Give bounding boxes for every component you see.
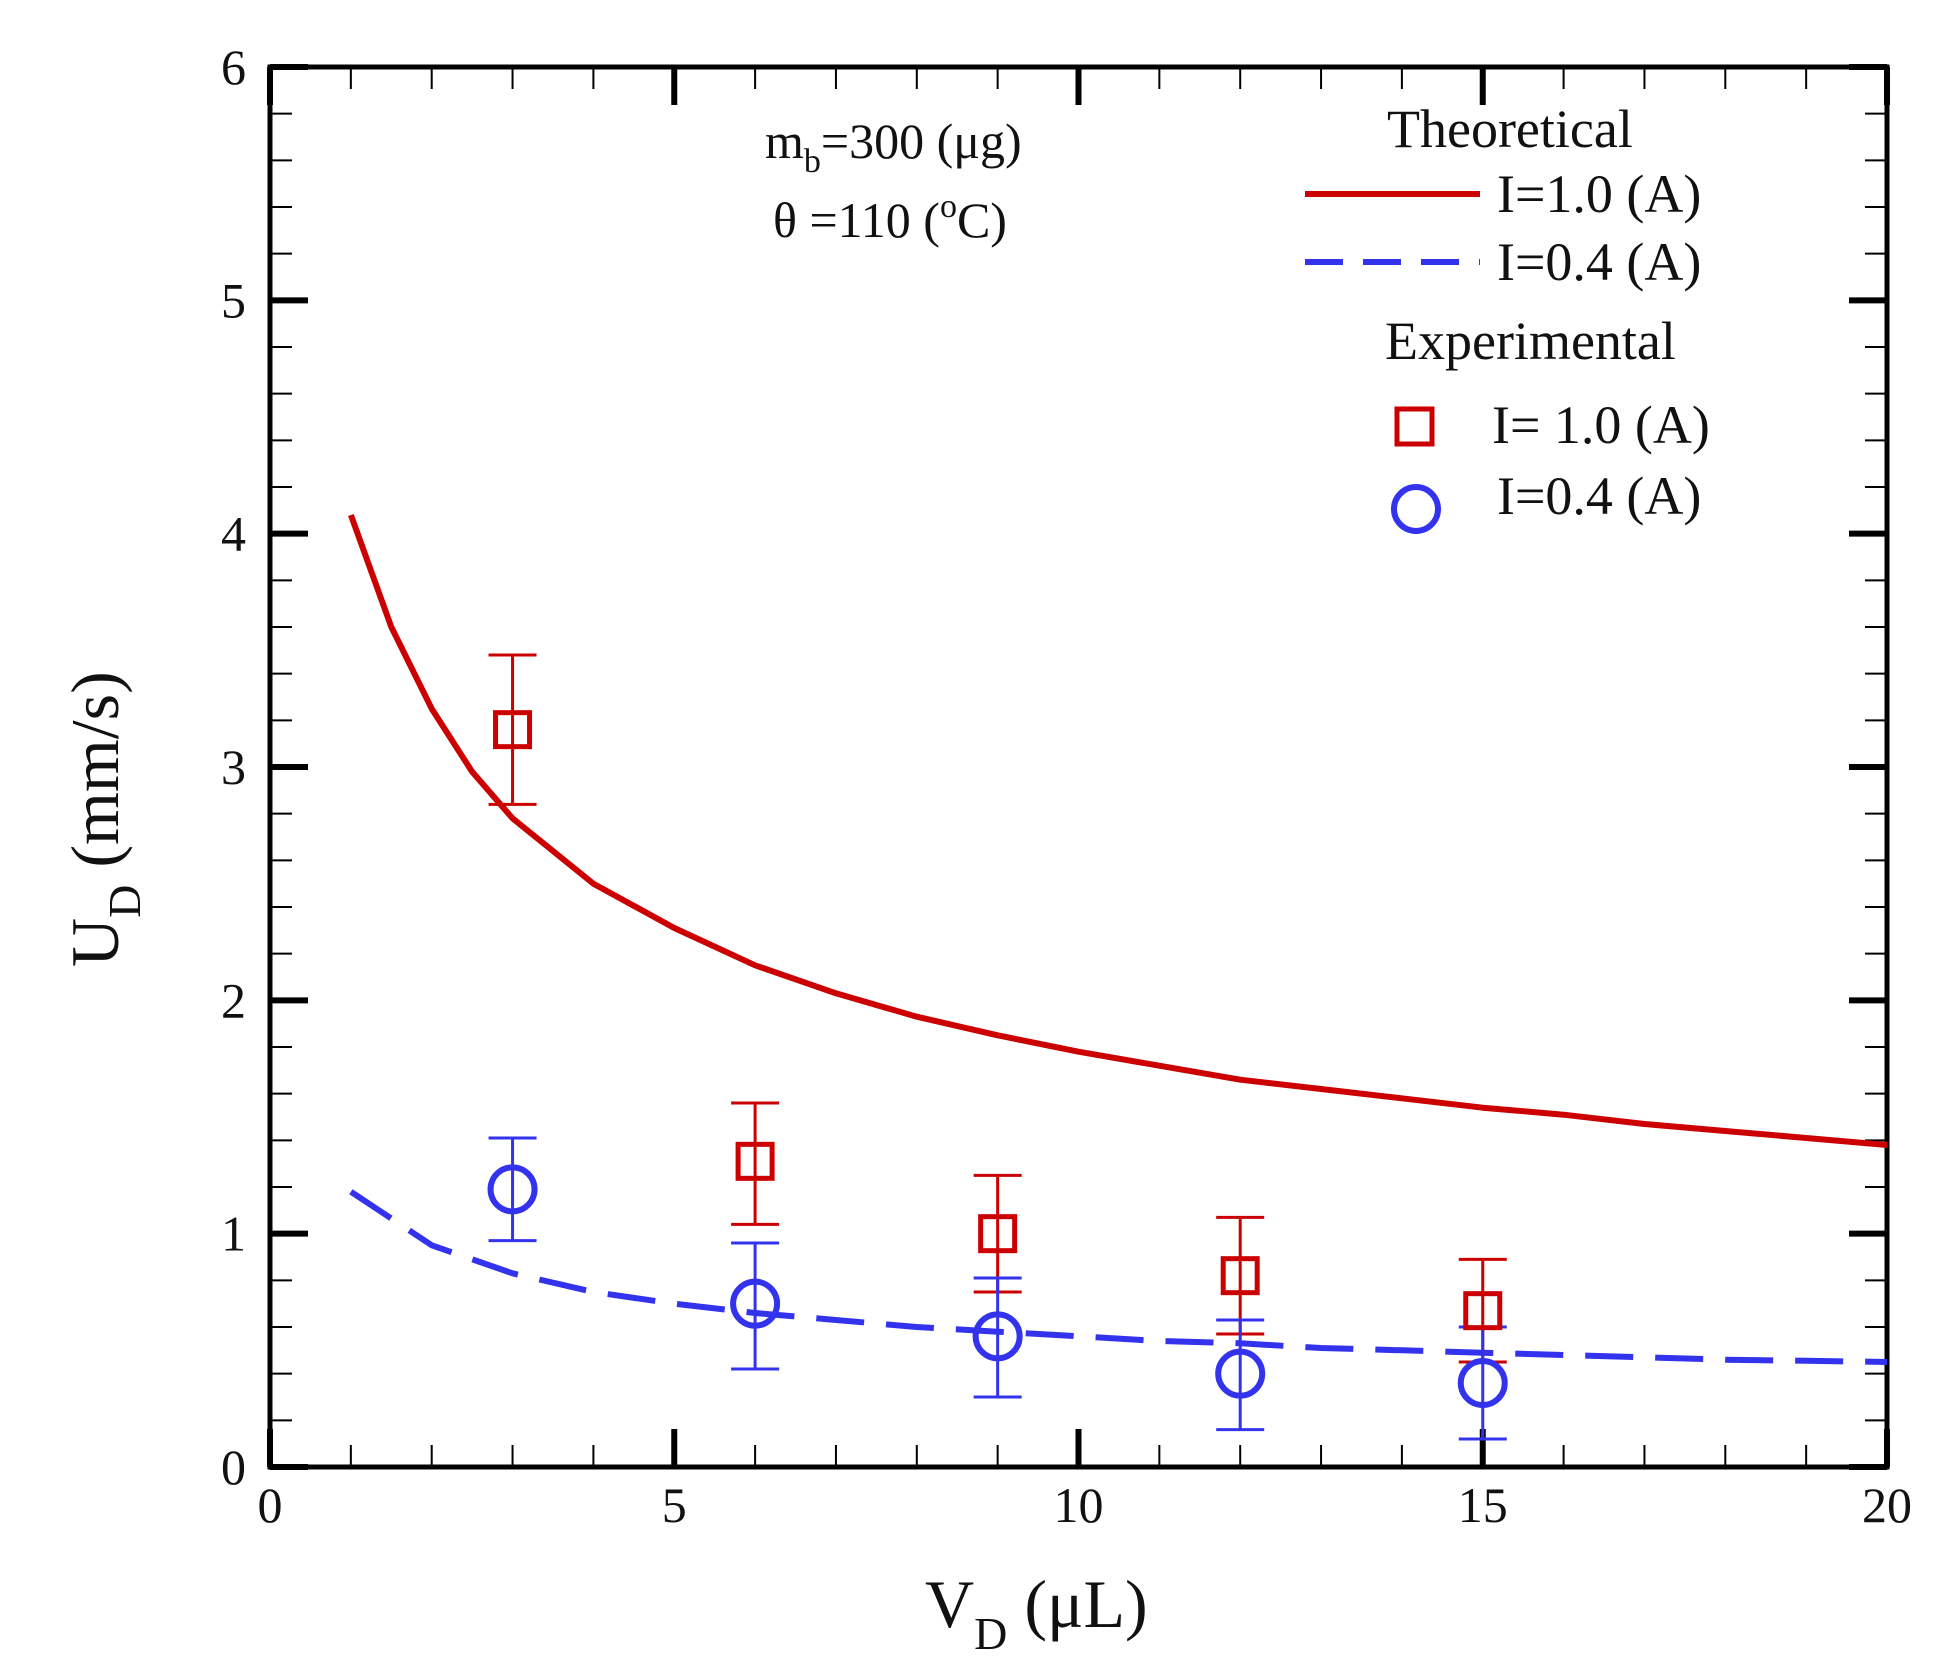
marker-circle-i04 <box>972 1311 1023 1362</box>
marker-circle-i04 <box>1215 1348 1266 1399</box>
y-tick-label: 6 <box>221 39 246 95</box>
theory-line-i04 <box>349 1189 1888 1365</box>
x-axis-title: VD (μL) <box>925 1566 1148 1659</box>
y-tick-label: 1 <box>221 1206 246 1262</box>
x-axis-tick-labels: 0 5 10 15 20 <box>258 1477 1913 1533</box>
y-axis-title: UD (mm/s) <box>57 671 150 967</box>
marker-circle-i04 <box>487 1164 538 1215</box>
marker-square-i10 <box>493 710 533 750</box>
legend-experimental-header: Experimental <box>1385 311 1676 371</box>
theory-line-i10 <box>348 513 1888 1148</box>
series-markers <box>487 710 1508 1408</box>
y-tick-label: 4 <box>221 506 246 562</box>
legend-theory-04-label: I=0.4 (A) <box>1497 232 1701 292</box>
x-axis-ticks <box>267 67 1890 1467</box>
y-tick-label: 2 <box>221 972 246 1028</box>
y-axis-ticks <box>270 64 1887 1470</box>
marker-square-i10 <box>735 1141 775 1181</box>
marker-square-i10 <box>1220 1256 1260 1296</box>
legend-theory-1-label: I=1.0 (A) <box>1497 164 1701 224</box>
x-tick-label: 20 <box>1862 1477 1912 1533</box>
y-tick-label: 5 <box>221 272 246 328</box>
y-tick-label: 0 <box>221 1439 246 1495</box>
marker-square-i10 <box>1463 1291 1503 1331</box>
marker-circle-i04 <box>730 1278 781 1329</box>
legend-exp-04-label: I=0.4 (A) <box>1497 466 1701 526</box>
x-tick-label: 0 <box>258 1477 283 1533</box>
legend-exp-04-marker <box>1391 484 1441 534</box>
y-axis-title-group: UD (mm/s) <box>57 671 150 967</box>
legend-exp-1-marker <box>1394 406 1435 447</box>
y-tick-label: 3 <box>221 739 246 795</box>
x-tick-label: 10 <box>1054 1477 1104 1533</box>
annotation-mass: mb=300 (μg) <box>765 113 1022 180</box>
y-axis-tick-labels: 0 1 2 3 4 5 6 <box>221 39 246 1495</box>
legend-exp-1-label: I= 1.0 (A) <box>1492 395 1710 455</box>
marker-square-i10 <box>978 1214 1018 1254</box>
annotation-temperature: θ =110 (oC) <box>773 188 1007 248</box>
x-tick-label: 15 <box>1458 1477 1508 1533</box>
x-tick-label: 5 <box>662 1477 687 1533</box>
legend: Theoretical I=1.0 (A) I=0.4 (A) Experime… <box>1305 99 1710 534</box>
marker-circle-i04 <box>1457 1358 1508 1408</box>
series-lines <box>348 513 1888 1365</box>
legend-theoretical-header: Theoretical <box>1387 99 1633 159</box>
series-errorbars <box>488 653 1507 1441</box>
